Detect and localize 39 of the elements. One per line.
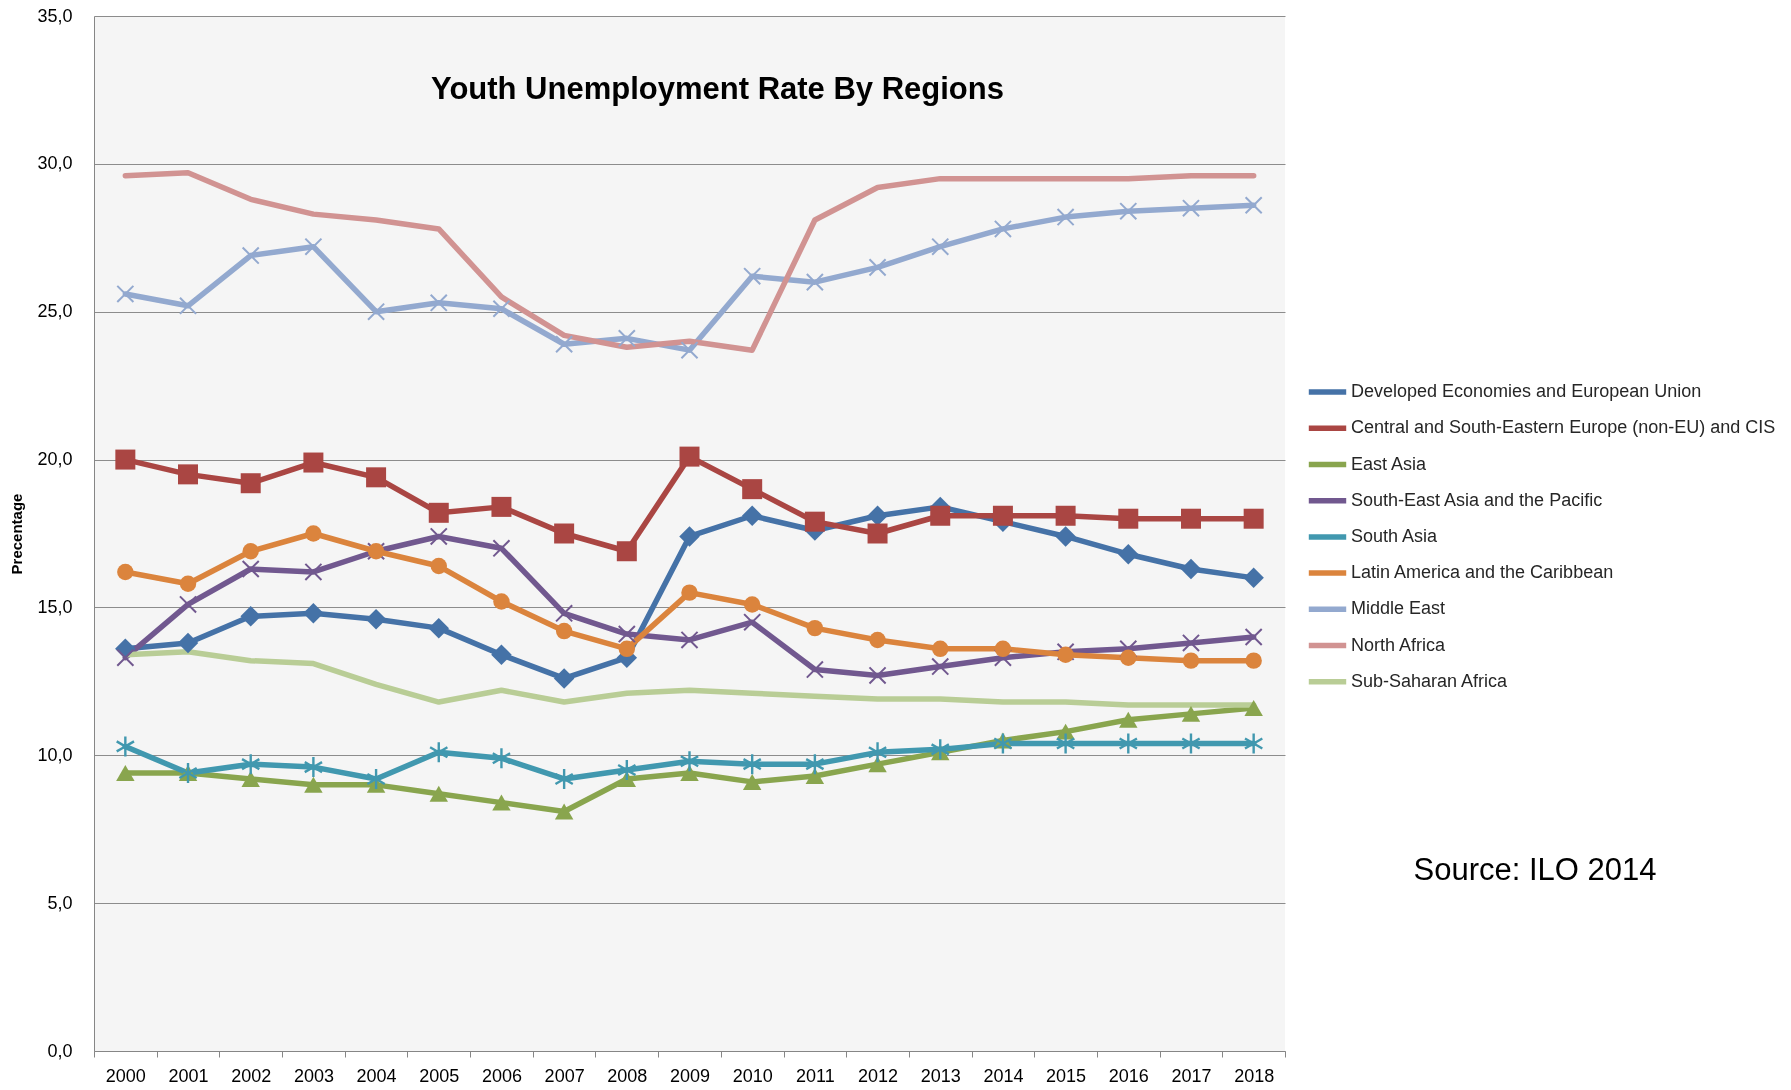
legend-label: Latin America and the Caribbean	[1351, 562, 1614, 583]
legend-label: South-East Asia and the Pacific	[1351, 489, 1603, 510]
y-tick-label: 5,0	[47, 892, 73, 913]
x-tick-label: 2000	[105, 1065, 146, 1086]
y-tick-label: 20,0	[37, 449, 73, 470]
legend-label: North Africa	[1351, 634, 1447, 655]
y-tick-label: 15,0	[37, 596, 73, 617]
x-tick-label: 2014	[983, 1065, 1024, 1086]
source-note: Source: ILO 2014	[1413, 852, 1657, 887]
x-tick-label: 2009	[669, 1065, 711, 1086]
x-tick-label: 2017	[1171, 1065, 1212, 1086]
legend-label: East Asia	[1351, 453, 1428, 474]
legend-label: Central and South-Eastern Europe (non-EU) and CIS	[1351, 417, 1776, 438]
legend-label: South Asia	[1351, 525, 1439, 546]
y-tick-label: 0,0	[47, 1040, 73, 1061]
x-tick-label: 2006	[481, 1065, 522, 1086]
x-tick-label: 2003	[293, 1065, 334, 1086]
y-tick-label: 35,0	[37, 5, 73, 26]
y-tick-label: 30,0	[37, 153, 73, 174]
x-tick-label: 2001	[168, 1065, 209, 1086]
x-tick-label: 2010	[732, 1065, 773, 1086]
x-tick-label: 2002	[231, 1065, 272, 1086]
x-tick-label: 2016	[1108, 1065, 1149, 1086]
x-tick-label: 2004	[356, 1065, 397, 1086]
y-tick-label: 25,0	[37, 301, 73, 322]
x-tick-label: 2008	[607, 1065, 648, 1086]
legend-label: Sub-Saharan Africa	[1351, 670, 1509, 691]
text: Youth Unemployment Rate By Regions	[431, 71, 1004, 106]
y-axis-title: Precentage	[8, 493, 26, 575]
x-tick-label: 2012	[858, 1065, 899, 1086]
legend-label: Developed Economies and European Union	[1351, 381, 1702, 402]
legend-label: Middle East	[1351, 598, 1446, 619]
x-tick-label: 2007	[544, 1065, 585, 1086]
x-tick-label: 2005	[419, 1065, 460, 1086]
x-tick-label: 2018	[1234, 1065, 1275, 1086]
y-tick-label: 10,0	[37, 744, 73, 765]
x-tick-label: 2013	[920, 1065, 961, 1086]
x-tick-label: 2011	[796, 1065, 835, 1086]
x-tick-label: 2015	[1046, 1065, 1087, 1086]
